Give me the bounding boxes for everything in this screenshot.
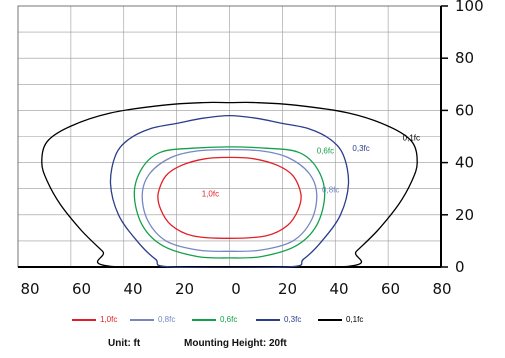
legend-label-0-8fc: 0,8fc [158,315,176,324]
contour-label-0-3fc: 0,3fc [352,144,369,153]
contour-chart: 1,0fc 0,8fc 0,6fc 0,3fc 0,1fc 80 60 40 20 0 20 40 6… [0,0,505,305]
x-tick-label: 60 [381,280,400,298]
contour-label-0-6fc: 0,6fc [317,146,334,155]
contour-label-1-0fc: 1,0fc [202,190,219,199]
x-tick-label: 80 [20,280,39,298]
legend-label-1-0fc: 1,0fc [100,315,118,324]
axis-frame [17,5,448,268]
legend-swatch-0-1fc [318,319,342,321]
contour-1-0fc [157,156,302,239]
legend-swatch-0-3fc [256,319,280,321]
mounting-height-label: Mounting Height: 20ft [184,338,287,349]
legend-swatch-0-6fc [192,319,216,321]
x-tick-label: 40 [123,280,142,298]
legend-label-0-6fc: 0,6fc [220,315,238,324]
x-tick-label: 60 [72,280,91,298]
y-tick-label: 100 [455,0,484,15]
x-tick-label: 80 [432,280,451,298]
x-tick-label: 20 [175,280,194,298]
legend-swatch-1-0fc [72,319,96,321]
contour-label-0-1fc: 0,1fc [403,133,420,142]
contour-label-0-8fc: 0,8fc [322,186,339,195]
y-tick-label: 20 [455,206,474,224]
x-tick-label: 40 [329,280,348,298]
y-tick-label: 80 [455,49,474,67]
x-tick-label: 20 [278,280,297,298]
y-tick-label: 60 [455,101,474,119]
legend: 1,0fc 0,8fc 0,6fc 0,3fc 0,1fc [72,313,372,327]
below-axis-mask [0,268,505,305]
x-tick-label: 0 [231,280,241,298]
contours: 1,0fc 0,8fc 0,6fc 0,3fc 0,1fc [0,101,505,305]
contour-0-6fc [133,146,326,259]
y-tick-label: 40 [455,154,474,172]
legend-swatch-0-8fc [130,319,154,321]
grid [18,6,441,267]
y-tick-label: 0 [455,258,465,276]
contour-0-8fc [141,148,318,253]
legend-label-0-3fc: 0,3fc [284,315,302,324]
legend-label-0-1fc: 0,1fc [346,315,364,324]
contour-0-3fc [109,114,350,269]
unit-label: Unit: ft [108,338,141,349]
